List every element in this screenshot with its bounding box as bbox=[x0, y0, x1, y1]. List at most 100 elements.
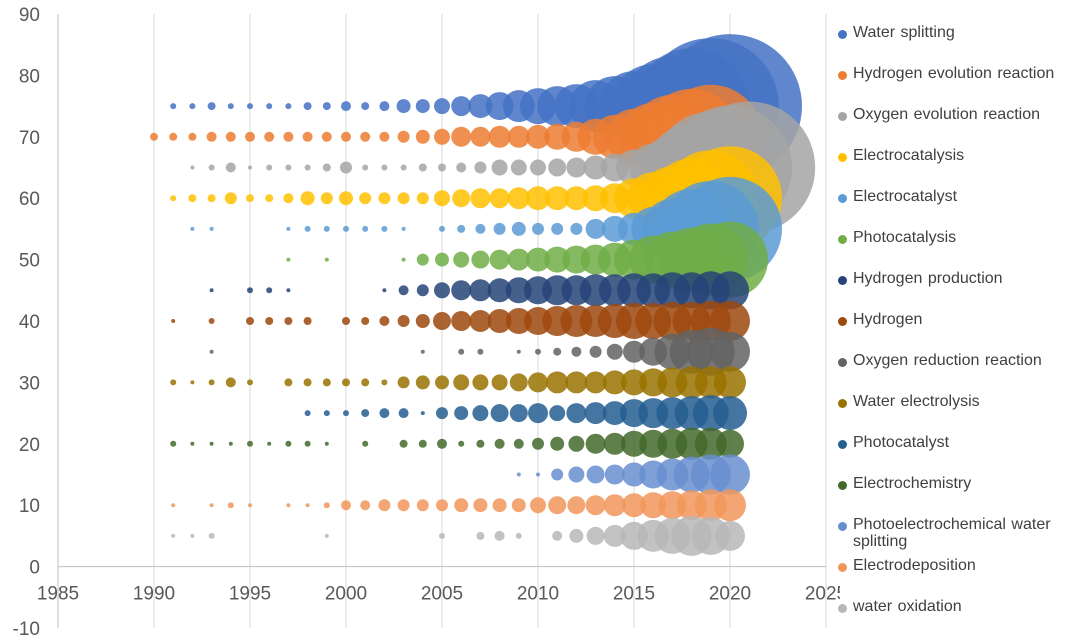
bubble-point bbox=[190, 533, 195, 538]
bubble-point bbox=[507, 248, 530, 271]
y-tick-label: 10 bbox=[19, 496, 40, 517]
bubble-point bbox=[362, 164, 369, 171]
bubble-point bbox=[564, 186, 589, 211]
legend-label: Electrodeposition bbox=[853, 557, 976, 574]
bubble-point bbox=[324, 441, 329, 446]
bubble-point bbox=[303, 317, 312, 325]
bubble-point bbox=[323, 502, 330, 509]
bubble-point bbox=[304, 440, 311, 447]
bubble-point bbox=[379, 408, 390, 419]
legend-item: Photoelectrochemical water splitting bbox=[838, 516, 1080, 550]
bubble-point bbox=[170, 103, 177, 110]
bubble-point bbox=[303, 378, 312, 387]
bubble-point bbox=[283, 193, 294, 204]
legend-item: Photocatalysis bbox=[838, 229, 956, 246]
bubble-point bbox=[420, 411, 425, 416]
legend-label: Electrocatalyst bbox=[853, 188, 958, 205]
bubble-point bbox=[416, 192, 429, 205]
bubble-point bbox=[509, 404, 528, 423]
bubble-point bbox=[439, 225, 445, 232]
bubble-point bbox=[491, 374, 508, 391]
legend-item: water oxidation bbox=[838, 598, 962, 615]
bubble-point bbox=[476, 439, 485, 448]
bubble-point bbox=[247, 103, 253, 110]
x-tick-label: 2010 bbox=[517, 584, 559, 605]
bubble-point bbox=[339, 191, 353, 206]
bubble-point bbox=[246, 194, 254, 203]
bubble-area bbox=[150, 34, 816, 556]
legend-item: Electrocatalysis bbox=[838, 147, 964, 164]
bubble-point bbox=[322, 378, 331, 387]
legend-marker bbox=[838, 522, 847, 531]
bubble-point bbox=[324, 533, 329, 538]
bubble-point bbox=[266, 164, 273, 171]
bubble-point bbox=[284, 317, 293, 325]
bubble-point bbox=[322, 163, 331, 172]
bubble-chart: -10 0 10 20 30 40 50 60 70 80 90 1985 1990 1995 2000 20… bbox=[13, 5, 840, 640]
legend-marker bbox=[838, 71, 847, 80]
bubble-point bbox=[569, 528, 584, 543]
bubble-point bbox=[623, 340, 645, 363]
bubble-point bbox=[489, 188, 510, 209]
tick-labels: -10 0 10 20 30 40 50 60 70 80 90 1985 1990 1995 2000 20… bbox=[13, 5, 840, 640]
bubble-point bbox=[602, 370, 627, 395]
legend-marker bbox=[838, 440, 847, 449]
bubble-point bbox=[246, 317, 254, 325]
bubble-point bbox=[536, 472, 540, 477]
bubble-point bbox=[622, 493, 646, 518]
x-tick-label: 2005 bbox=[421, 584, 463, 605]
bubble-point bbox=[320, 192, 333, 205]
bubble-point bbox=[359, 192, 372, 205]
bubble-point bbox=[401, 226, 406, 231]
legend-label: Hydrogen production bbox=[853, 270, 1003, 287]
bubble-point bbox=[490, 404, 509, 423]
legend-label: Electrocatalysis bbox=[853, 147, 965, 164]
bubble-point bbox=[418, 163, 427, 172]
y-tick-label: 90 bbox=[19, 5, 40, 26]
bubble-point bbox=[568, 435, 585, 452]
bubble-point bbox=[264, 131, 275, 142]
bubble-point bbox=[474, 161, 487, 174]
bubble-point bbox=[433, 312, 451, 330]
bubble-point bbox=[435, 375, 449, 390]
bubble-point bbox=[475, 223, 486, 234]
bubble-point bbox=[303, 102, 312, 111]
bubble-point bbox=[621, 430, 647, 457]
bubble-point bbox=[452, 189, 471, 208]
bubble-point bbox=[451, 126, 472, 147]
bubble-point bbox=[713, 396, 747, 431]
bubble-point bbox=[535, 348, 541, 355]
bubble-point bbox=[225, 162, 236, 173]
bubble-point bbox=[362, 225, 369, 232]
legend-label: Electrochemistry bbox=[853, 475, 972, 492]
legend-item: Oxygen reduction reaction bbox=[838, 352, 1042, 369]
bubble-point bbox=[150, 132, 158, 141]
bubble-point bbox=[530, 497, 546, 514]
bubble-point bbox=[568, 466, 585, 483]
bubble-point bbox=[458, 440, 465, 447]
legend-item: Oxygen evolution reaction bbox=[838, 106, 1040, 123]
bubble-point bbox=[436, 407, 448, 420]
bubble-point bbox=[227, 502, 234, 509]
legend-label: Photocatalysis bbox=[853, 229, 957, 246]
bubble-point bbox=[286, 503, 291, 508]
bubble-point bbox=[188, 132, 197, 141]
bubble-point bbox=[304, 225, 311, 232]
legend-marker bbox=[838, 235, 847, 244]
bubble-point bbox=[715, 520, 745, 551]
bubble-point bbox=[209, 226, 214, 231]
bubble-point bbox=[621, 369, 647, 396]
bubble-point bbox=[323, 225, 330, 232]
bubble-point bbox=[434, 190, 450, 207]
legend-label: Photocatalyst bbox=[853, 434, 950, 451]
bubble-point bbox=[439, 532, 445, 539]
x-tick-label: 2025 bbox=[805, 584, 840, 605]
bubble-point bbox=[507, 187, 530, 210]
bubble-point bbox=[265, 194, 274, 203]
bubble-point bbox=[714, 366, 746, 399]
legend-marker bbox=[838, 194, 847, 203]
y-tick-label: 60 bbox=[19, 189, 40, 210]
bubble-point bbox=[551, 222, 564, 235]
y-tick-label: 70 bbox=[19, 128, 40, 149]
bubble-point bbox=[714, 489, 746, 522]
